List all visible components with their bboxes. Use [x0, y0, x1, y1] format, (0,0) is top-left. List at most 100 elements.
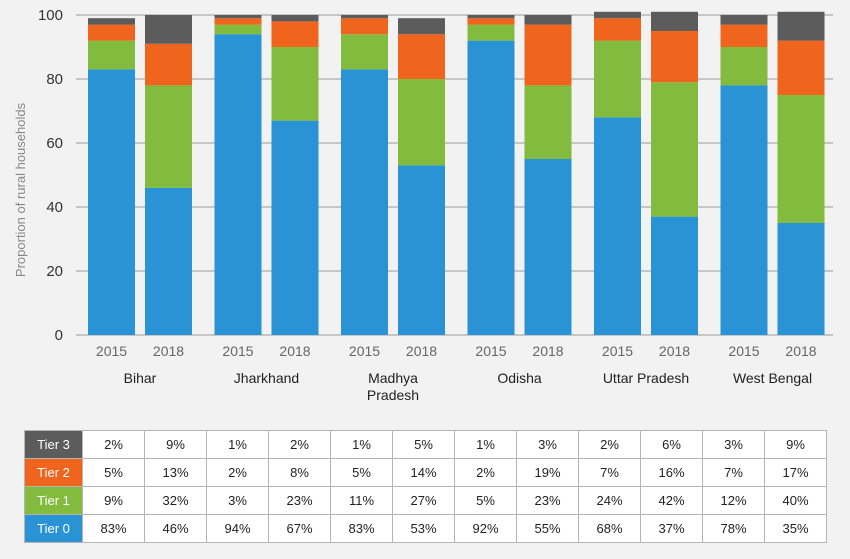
table-cell: 12%	[702, 486, 765, 515]
table-cell: 7%	[578, 458, 641, 487]
tier-label: Tier 3	[24, 430, 83, 459]
bar-segment-tier-1	[398, 79, 445, 166]
table-cell: 32%	[144, 486, 207, 515]
bar-segment-tier-0	[214, 34, 262, 335]
year-label: 2015	[222, 343, 253, 359]
table-row: Tier 1 9% 32% 3% 23% 11% 27% 5% 23% 24% 42% 12% 40%	[24, 486, 827, 515]
year-label: 2015	[602, 343, 633, 359]
table-cell: 3%	[516, 430, 579, 459]
bar-segment-tier-3	[720, 15, 768, 25]
table-cell: 9%	[82, 486, 145, 515]
table-cell: 5%	[454, 486, 517, 515]
bar-segment-tier-0	[398, 165, 445, 335]
y-tick-label: 100	[38, 7, 63, 24]
bar-segment-tier-3	[524, 15, 572, 25]
table-cell: 1%	[206, 430, 269, 459]
table-cell: 92%	[454, 514, 517, 543]
bar-segment-tier-2	[524, 24, 572, 86]
table-cell: 1%	[330, 430, 393, 459]
year-label: 2015	[475, 343, 506, 359]
bar-segment-tier-2	[594, 18, 641, 41]
bar-segment-tier-2	[467, 18, 515, 25]
bar-segment-tier-1	[594, 40, 641, 118]
bar-segment-tier-2	[88, 24, 135, 41]
bar-segment-tier-2	[271, 21, 319, 47]
bar-segment-tier-3	[467, 15, 515, 19]
bar-segment-tier-2	[145, 43, 192, 86]
bar-segment-tier-0	[777, 223, 825, 335]
bar-segment-tier-3	[651, 11, 698, 32]
year-label: 2015	[349, 343, 380, 359]
year-label: 2018	[785, 343, 816, 359]
y-tick-labels: 0 20 40 60 80 100	[38, 7, 63, 344]
table-cell: 78%	[702, 514, 765, 543]
category-label: Bihar	[124, 370, 157, 386]
bar-segment-tier-2	[214, 18, 262, 25]
table-cell: 23%	[268, 486, 331, 515]
bar-segment-tier-1	[341, 34, 388, 70]
year-label: 2018	[532, 343, 563, 359]
category-label: West Bengal	[733, 370, 812, 386]
bar-segment-tier-1	[145, 85, 192, 188]
table-row: Tier 0 83% 46% 94% 67% 83% 53% 92% 55% 68% 37% 78% 3…	[24, 514, 827, 543]
data-table: Tier 3 2% 9% 1% 2% 1% 5% 1% 3% 2% 6% 3% 9% Tier 2 5% 13…	[24, 430, 827, 543]
year-label: 2018	[279, 343, 310, 359]
table-cell: 40%	[764, 486, 827, 515]
stacked-bar-chart: Proportion of rural households 0 20 40 60 80…	[13, 7, 833, 403]
year-label: 2015	[96, 343, 127, 359]
bar-segment-tier-0	[271, 120, 319, 335]
table-cell: 94%	[206, 514, 269, 543]
y-axis-label: Proportion of rural households	[13, 102, 28, 277]
table-cell: 7%	[702, 458, 765, 487]
bar-segment-tier-0	[594, 117, 641, 336]
bar-segment-tier-3	[214, 15, 262, 19]
table-row: Tier 3 2% 9% 1% 2% 1% 5% 1% 3% 2% 6% 3% 9%	[24, 430, 827, 459]
year-label: 2018	[659, 343, 690, 359]
bars	[88, 11, 825, 336]
bar-segment-tier-2	[777, 40, 825, 95]
table-cell: 2%	[206, 458, 269, 487]
table-cell: 5%	[392, 430, 455, 459]
table-cell: 9%	[764, 430, 827, 459]
bar-segment-tier-2	[651, 31, 698, 83]
table-cell: 24%	[578, 486, 641, 515]
bar-segment-tier-0	[88, 69, 135, 336]
table-cell: 46%	[144, 514, 207, 543]
table-cell: 83%	[82, 514, 145, 543]
category-label: Uttar Pradesh	[603, 370, 689, 386]
table-cell: 42%	[640, 486, 703, 515]
tier-label: Tier 2	[24, 458, 83, 487]
y-tick-label: 60	[46, 135, 63, 152]
table-cell: 14%	[392, 458, 455, 487]
bar-segment-tier-0	[467, 40, 515, 335]
table-cell: 35%	[764, 514, 827, 543]
category-label: Odisha	[497, 370, 542, 386]
bar-segment-tier-0	[720, 85, 768, 336]
bar-segment-tier-0	[341, 69, 388, 336]
year-label: 2018	[406, 343, 437, 359]
table-cell: 13%	[144, 458, 207, 487]
bar-segment-tier-0	[651, 216, 698, 335]
bar-segment-tier-1	[271, 47, 319, 121]
year-label: 2015	[728, 343, 759, 359]
table-cell: 3%	[702, 430, 765, 459]
bar-segment-tier-3	[88, 18, 135, 25]
y-tick-label: 0	[55, 327, 63, 344]
bar-segment-tier-3	[777, 11, 825, 41]
bar-segment-tier-3	[594, 11, 641, 19]
bar-segment-tier-1	[777, 95, 825, 223]
bar-segment-tier-3	[398, 18, 445, 35]
y-tick-label: 40	[46, 199, 63, 216]
table-cell: 83%	[330, 514, 393, 543]
category-label: Pradesh	[367, 387, 419, 403]
bar-segment-tier-1	[524, 85, 572, 159]
bar-segment-tier-2	[398, 34, 445, 79]
table-row: Tier 2 5% 13% 2% 8% 5% 14% 2% 19% 7% 16% 7% 17%	[24, 458, 827, 487]
table-cell: 16%	[640, 458, 703, 487]
bar-segment-tier-1	[651, 82, 698, 217]
table-cell: 27%	[392, 486, 455, 515]
table-cell: 23%	[516, 486, 579, 515]
bar-segment-tier-1	[88, 40, 135, 70]
tier-label: Tier 0	[24, 514, 83, 543]
table-cell: 3%	[206, 486, 269, 515]
